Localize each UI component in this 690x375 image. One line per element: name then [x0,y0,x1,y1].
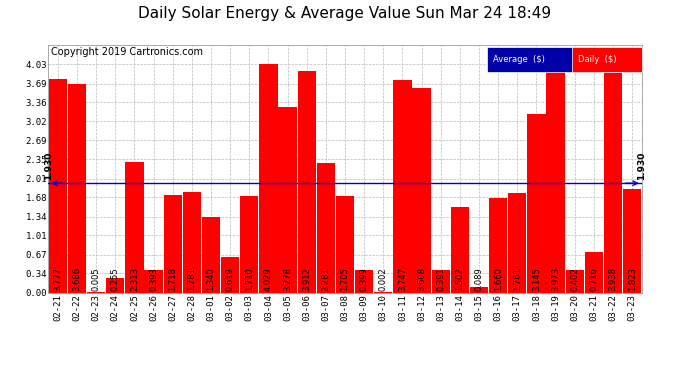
Bar [106,278,124,292]
Text: 0.089: 0.089 [475,268,484,291]
Bar [509,193,526,292]
Text: 3.912: 3.912 [302,268,311,291]
Bar [355,270,373,292]
Bar [566,270,584,292]
Text: Daily Solar Energy & Average Value Sun Mar 24 18:49: Daily Solar Energy & Average Value Sun M… [139,6,551,21]
Text: 0.393: 0.393 [149,267,158,291]
Text: 4.029: 4.029 [264,268,273,291]
Text: 1.930: 1.930 [637,152,647,180]
Text: 1.340: 1.340 [206,268,215,291]
Text: 3.973: 3.973 [551,267,560,291]
Text: Copyright 2019 Cartronics.com: Copyright 2019 Cartronics.com [51,48,204,57]
Text: 1.930: 1.930 [43,152,53,180]
Text: 1.761: 1.761 [513,267,522,291]
Text: 1.823: 1.823 [628,267,637,291]
Bar [451,207,469,292]
Text: 0.399: 0.399 [359,268,368,291]
Bar [297,71,316,292]
Text: 0.402: 0.402 [570,268,579,291]
Text: 1.660: 1.660 [493,267,502,291]
Text: 3.938: 3.938 [609,267,618,291]
Text: 0.391: 0.391 [436,268,445,291]
Bar [527,114,546,292]
Bar [432,270,450,292]
Text: 0.716: 0.716 [589,267,598,291]
Bar [68,84,86,292]
Text: 1.705: 1.705 [340,268,350,291]
Text: 2.281: 2.281 [322,268,331,291]
Text: 0.255: 0.255 [111,268,120,291]
Bar [126,162,144,292]
FancyBboxPatch shape [487,48,642,72]
Text: Daily  ($): Daily ($) [578,56,617,64]
Text: 3.747: 3.747 [398,267,407,291]
Text: 0.005: 0.005 [92,268,101,291]
Text: 1.781: 1.781 [188,267,197,291]
Bar [604,69,622,292]
Bar [393,80,411,292]
Bar [49,79,67,292]
Bar [546,68,564,292]
Text: 1.710: 1.710 [245,268,254,291]
Text: 3.608: 3.608 [417,267,426,291]
Text: 0.619: 0.619 [226,268,235,291]
Text: 3.686: 3.686 [72,267,81,291]
Bar [259,64,277,292]
Bar [584,252,603,292]
Bar [164,195,182,292]
Bar [183,192,201,292]
Text: 3.145: 3.145 [532,268,541,291]
Bar [240,196,258,292]
Bar [279,107,297,292]
Bar [202,217,220,292]
FancyBboxPatch shape [572,48,642,72]
Text: 1.718: 1.718 [168,267,177,291]
Text: Average  ($): Average ($) [493,56,545,64]
Bar [317,164,335,292]
Bar [470,288,488,292]
Bar [144,270,163,292]
Text: 3.777: 3.777 [53,267,62,291]
Text: 2.313: 2.313 [130,267,139,291]
Bar [336,196,354,292]
Text: 0.002: 0.002 [379,268,388,291]
Bar [413,88,431,292]
Text: 1.502: 1.502 [455,268,464,291]
Text: 3.278: 3.278 [283,267,292,291]
Bar [623,189,641,292]
Bar [489,198,507,292]
Bar [221,258,239,292]
